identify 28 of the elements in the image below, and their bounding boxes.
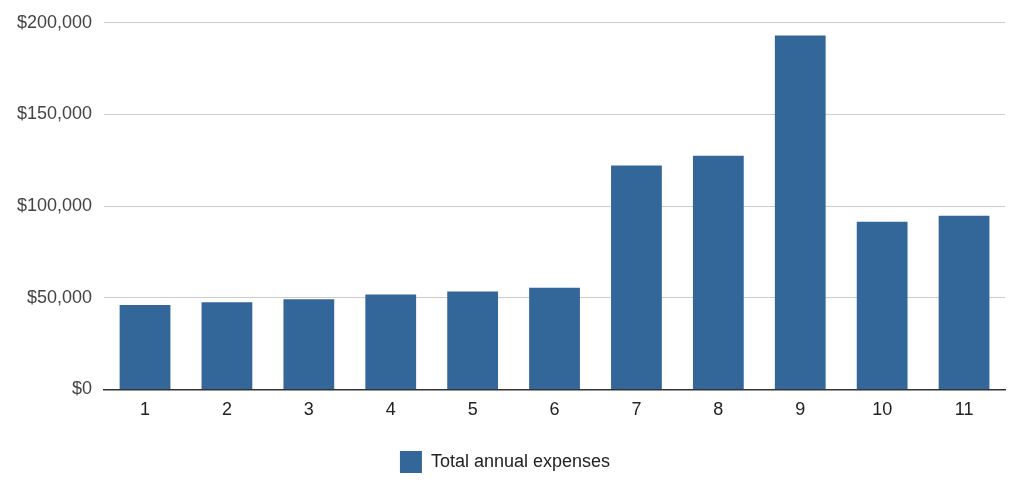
- bar: [856, 221, 908, 389]
- x-tick-label: 9: [795, 399, 806, 420]
- x-tick-label: 5: [467, 399, 478, 420]
- y-tick-label: $150,000: [17, 103, 93, 124]
- x-tick-label: 7: [631, 399, 642, 420]
- bar: [529, 287, 580, 389]
- bar: [365, 294, 417, 389]
- bar: [611, 165, 662, 389]
- x-tick-label: 4: [385, 399, 396, 420]
- x-tick-label: 1: [140, 399, 151, 420]
- bar: [283, 299, 335, 389]
- y-tick-label: $100,000: [17, 195, 93, 216]
- y-tick-label: $200,000: [17, 11, 93, 32]
- bar: [692, 155, 744, 389]
- x-tick-label: 2: [221, 399, 232, 420]
- bar: [447, 291, 499, 389]
- y-tick-label: $50,000: [27, 286, 93, 307]
- x-tick-label: 11: [954, 399, 974, 420]
- x-tick-label: 10: [872, 399, 893, 420]
- legend-label: Total annual expenses: [430, 450, 611, 471]
- bar: [119, 305, 171, 389]
- x-tick-label: 8: [713, 399, 724, 420]
- x-tick-label: 3: [303, 399, 314, 420]
- bar: [938, 215, 990, 389]
- y-tick-label: $0: [72, 378, 93, 399]
- bar: [201, 302, 253, 389]
- bar: [774, 35, 826, 389]
- x-tick-label: 6: [549, 399, 560, 420]
